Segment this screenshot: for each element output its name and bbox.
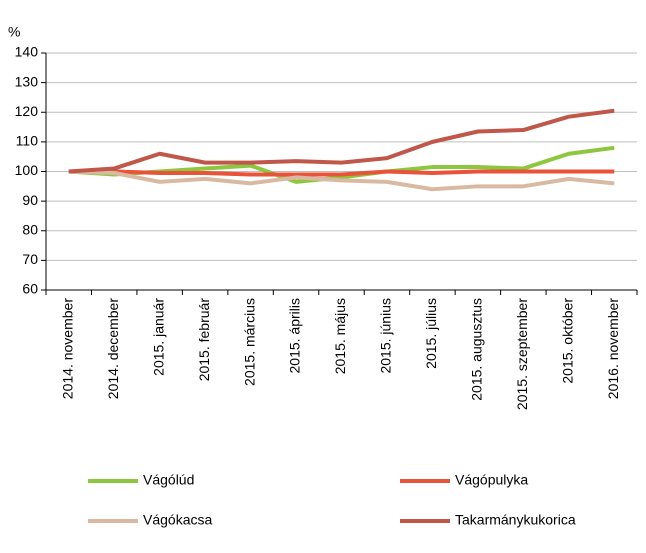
legend-label: Vágópulyka [455,472,528,488]
x-tick-label: 2014. november [59,298,75,400]
x-tick-label: 2015. szeptember [514,298,530,410]
x-tick-label: 2015. május [332,298,348,374]
y-tick-label: 100 [15,162,39,178]
x-tick-label: 2015. augusztus [469,298,485,401]
y-tick-label: 80 [22,221,38,237]
series-line [68,145,615,184]
x-tick-label: 2015. január [150,298,166,376]
legend-label: Vágólúd [143,472,194,488]
y-tick-label: 90 [22,192,38,208]
x-tick-label: 2015. április [287,298,303,374]
x-tick-label: 2015. június [378,298,394,374]
y-tick-label: 70 [22,251,38,267]
y-tick-label: 60 [22,281,38,297]
series-line [68,108,615,174]
legend-label: Vágókacsa [143,512,212,528]
y-tick-label: 110 [16,133,39,149]
legend-label: Takarmánykukorica [455,512,576,528]
x-tick-label: 2014. december [105,298,121,400]
y-axis-label: % [8,24,20,40]
x-tick-label: 2015. október [560,298,576,384]
series-line [68,169,615,177]
x-tick-label: 2015. július [423,298,439,369]
x-tick-label: 2015. március [241,298,257,386]
x-tick-label: 2015. február [196,298,212,382]
y-tick-label: 120 [15,103,39,119]
y-tick-label: 140 [15,44,39,60]
series-line [68,169,615,192]
y-tick-label: 130 [15,73,39,89]
x-tick-label: 2016. november [605,298,621,400]
